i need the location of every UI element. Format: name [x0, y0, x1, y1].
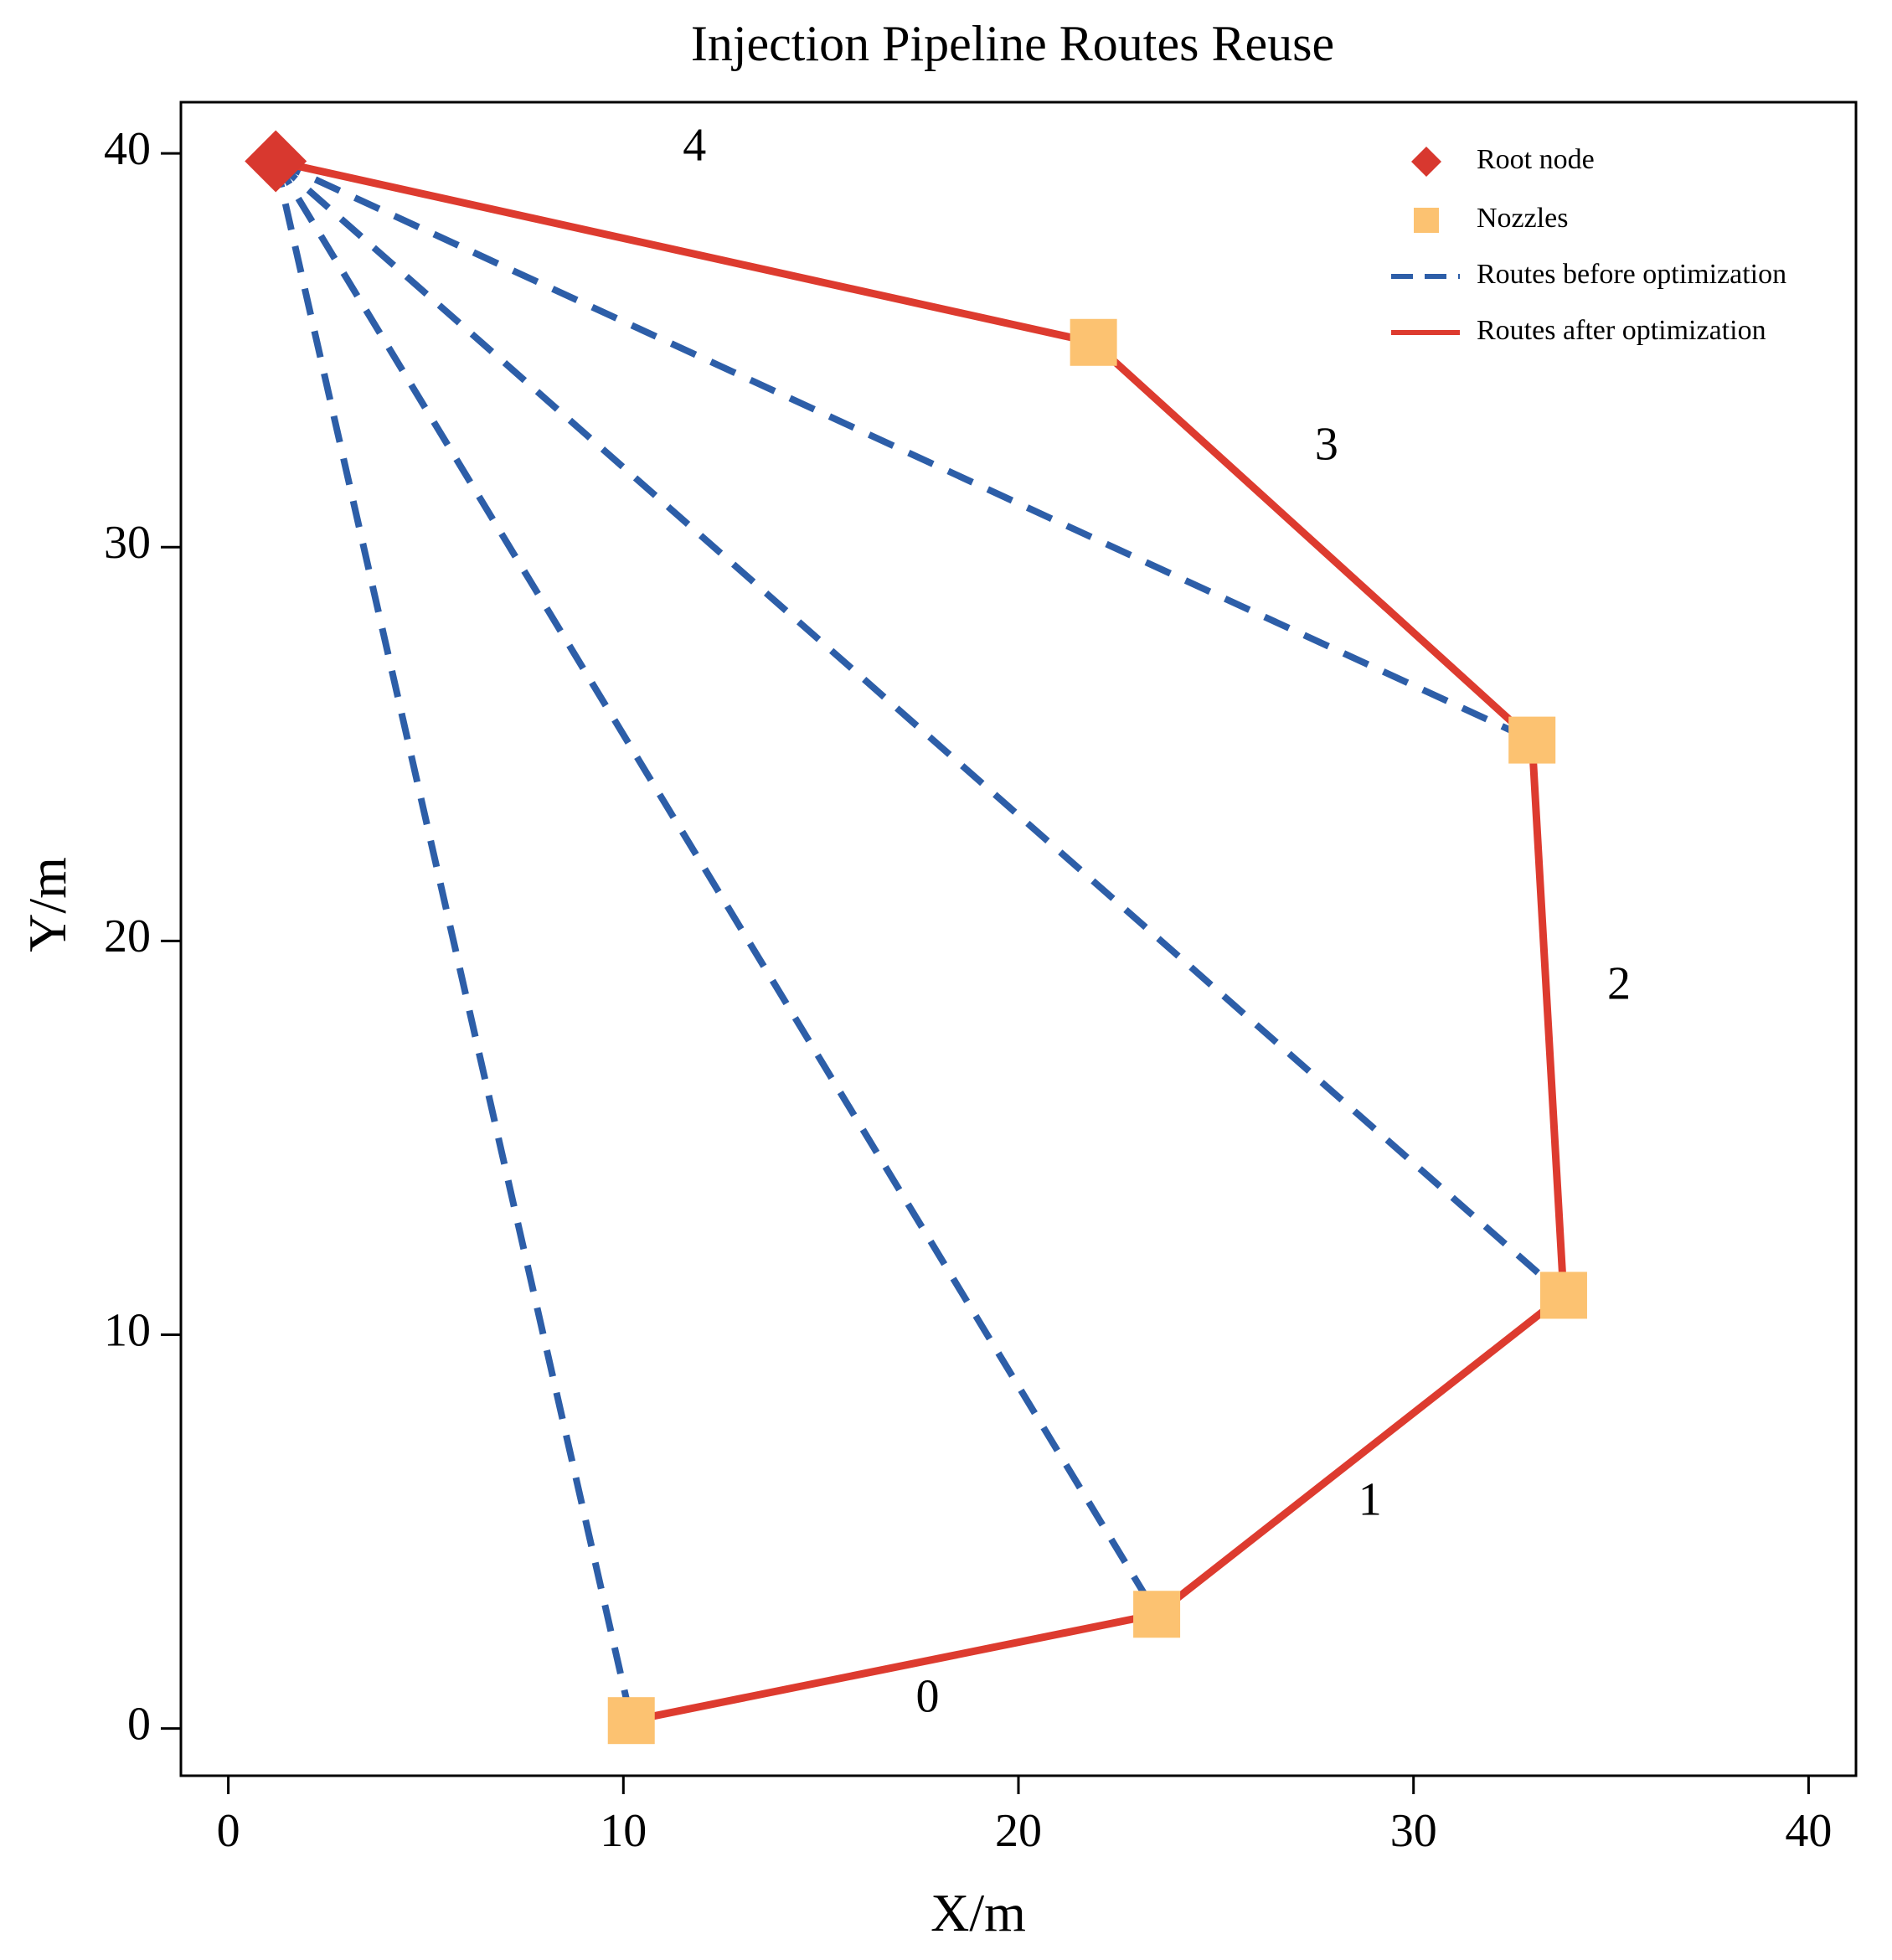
legend-label-0: Root node [1477, 144, 1595, 175]
nozzle-marker-3 [1508, 716, 1556, 764]
route-before-2 [273, 158, 1566, 1298]
route-before-3 [274, 157, 1534, 744]
nozzle-marker-2 [1539, 1271, 1587, 1319]
chart-title: Injection Pipeline Routes Reuse [691, 16, 1334, 71]
nozzle-marker-1 [1133, 1591, 1181, 1638]
nozzle-marker-4 [1070, 318, 1117, 366]
segment-label-0: 0 [916, 1671, 940, 1723]
x-tick-label-4: 40 [1785, 1805, 1832, 1857]
y-tick-label-4: 40 [104, 123, 151, 175]
segment-label-3: 3 [1315, 419, 1338, 471]
route-after-1 [1152, 1291, 1568, 1618]
route-after-0 [627, 1610, 1161, 1725]
x-axis: 0 10 20 30 40 [217, 1776, 1832, 1857]
nozzle-marker-0 [607, 1697, 655, 1745]
y-tick-label-1: 10 [104, 1304, 151, 1356]
legend-label-2: Routes before optimization [1477, 259, 1786, 290]
x-axis-title: X/m [931, 1883, 1026, 1942]
legend-label-1: Nozzles [1477, 203, 1569, 234]
legend-label-3: Routes after optimization [1477, 315, 1766, 346]
y-tick-label-2: 20 [104, 910, 151, 962]
x-tick-label-1: 10 [600, 1805, 647, 1857]
segment-labels-group: 0 1 2 3 4 [683, 119, 1631, 1722]
route-after-3 [1090, 338, 1536, 745]
y-axis: 0 10 20 30 40 [104, 123, 181, 1750]
y-axis-title: Y/m [18, 857, 77, 952]
x-tick-label-0: 0 [217, 1805, 240, 1857]
route-after-2 [1528, 736, 1568, 1299]
markers-group [245, 130, 1587, 1745]
y-tick-label-3: 30 [104, 517, 151, 569]
legend: Root node Nozzles Routes before optimizati… [1391, 144, 1786, 346]
y-tick-label-0: 0 [127, 1698, 151, 1750]
root-node-marker [245, 130, 307, 193]
x-tick-label-2: 20 [995, 1805, 1042, 1857]
x-tick-label-3: 30 [1390, 1805, 1437, 1857]
route-after-4 [271, 157, 1098, 347]
route-before-1 [272, 159, 1160, 1617]
segment-label-2: 2 [1607, 958, 1631, 1010]
segment-label-4: 4 [683, 119, 706, 171]
routes-after-group [271, 157, 1568, 1725]
legend-nozzle-swatch [1414, 208, 1439, 233]
plot-frame [179, 101, 1858, 1777]
route-before-0 [272, 160, 635, 1722]
legend-root-swatch [1411, 147, 1441, 177]
segment-label-1: 1 [1358, 1473, 1382, 1525]
